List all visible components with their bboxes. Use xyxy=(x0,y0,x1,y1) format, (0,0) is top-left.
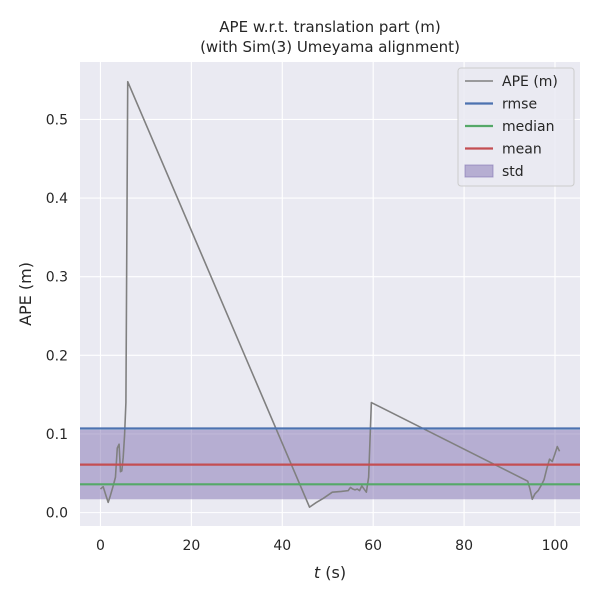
legend: APE (m) rmse median mean std xyxy=(457,67,575,187)
x-tick-label: 0 xyxy=(96,538,105,554)
y-tick-label: 0.4 xyxy=(46,191,68,207)
chart-title-line1: APE w.r.t. translation part (m) xyxy=(219,18,440,36)
tick-labels: 0 20 40 60 80 100 0.0 0.1 0.2 0.3 0.4 0.5 xyxy=(46,112,569,554)
x-tick-label: 20 xyxy=(182,538,200,554)
x-tick-label: 60 xyxy=(364,538,382,554)
y-tick-label: 0.1 xyxy=(46,427,68,443)
x-tick-label: 40 xyxy=(273,538,291,554)
x-tick-label: 100 xyxy=(542,538,569,554)
series-layer xyxy=(80,80,580,508)
y-tick-label: 0.5 xyxy=(46,112,68,128)
legend-rmse-label: rmse xyxy=(502,97,537,113)
legend-std-swatch xyxy=(464,164,494,178)
ape-series-line xyxy=(99,80,561,508)
x-axis-label-unit: (s) xyxy=(320,563,346,582)
legend-ape-label: APE (m) xyxy=(502,74,558,90)
y-axis-label: APE (m) xyxy=(16,262,35,326)
x-axis-label-italic: t xyxy=(314,563,321,582)
x-axis-label: t (s) xyxy=(314,563,346,582)
y-tick-label: 0.0 xyxy=(46,506,68,522)
y-tick-label: 0.3 xyxy=(46,270,68,286)
x-tick-label: 80 xyxy=(455,538,473,554)
chart-title-line2: (with Sim(3) Umeyama alignment) xyxy=(200,38,460,56)
y-tick-label: 0.2 xyxy=(46,348,68,364)
legend-std-label: std xyxy=(502,164,524,180)
legend-box xyxy=(457,67,575,187)
legend-mean-label: mean xyxy=(502,142,542,158)
legend-median-label: median xyxy=(502,119,554,135)
